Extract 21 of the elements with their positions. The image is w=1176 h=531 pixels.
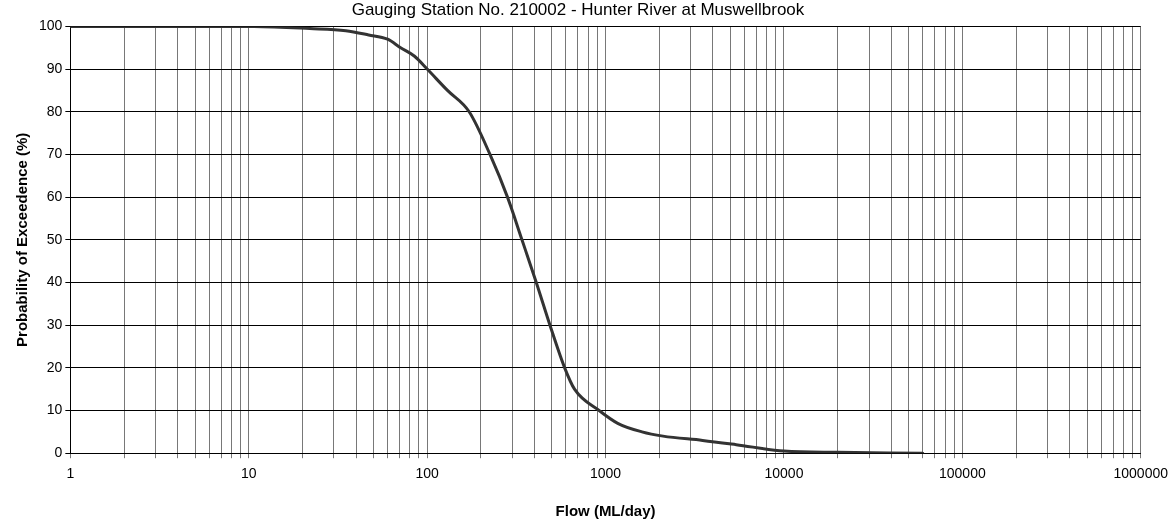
y-tick-label: 100 — [39, 17, 63, 34]
x-tick-label: 10000 — [764, 465, 804, 482]
y-tick-label: 30 — [46, 316, 63, 333]
x-tick-label: 1000 — [589, 465, 622, 482]
y-tick-label: 90 — [46, 59, 63, 76]
x-tick-label: 10 — [240, 465, 257, 482]
x-axis-title: Flow (ML/day) — [555, 502, 656, 520]
x-tick-label: 1 — [66, 465, 75, 482]
y-axis-title: Probability of Exceedence (%) — [13, 132, 31, 347]
x-tick-label: 100 — [415, 465, 440, 482]
y-tick-label: 50 — [46, 230, 63, 247]
y-tick-label: 70 — [46, 145, 63, 162]
y-tick-label: 0 — [54, 444, 63, 461]
y-tick-label: 80 — [46, 102, 63, 119]
y-tick-label: 20 — [46, 358, 63, 375]
y-tick-label: 40 — [46, 273, 63, 290]
x-tick-label: 100000 — [938, 465, 986, 482]
y-tick-label: 10 — [46, 401, 63, 418]
y-tick-label: 60 — [46, 187, 63, 204]
x-tick-label: 1000000 — [1113, 465, 1169, 482]
chart-title: Gauging Station No. 210002 - Hunter River at Muswellbrook — [351, 0, 805, 19]
